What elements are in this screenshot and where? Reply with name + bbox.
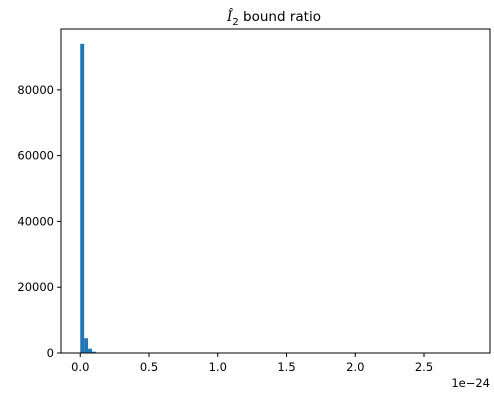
plot-frame (60, 28, 491, 354)
x-tick-label: 1.0 (209, 360, 227, 374)
y-tick-label: 0 (47, 346, 54, 360)
x-tick-label: 0.0 (71, 360, 89, 374)
chart-title: Î2 bound ratio (226, 9, 321, 28)
x-tick-label: 2.0 (346, 360, 364, 374)
title-symbol: Î (226, 9, 234, 25)
histogram-bar (88, 348, 92, 353)
histogram-bar (84, 338, 89, 353)
title-text: bound ratio (239, 9, 321, 25)
x-axis: 0.0 0.5 1.0 1.5 2.0 2.5 (71, 353, 433, 374)
title-subscript: 2 (232, 17, 238, 28)
y-tick-label: 20000 (17, 280, 54, 294)
x-tick-label: 2.5 (415, 360, 433, 374)
y-axis: 0 20000 40000 60000 80000 (17, 83, 61, 360)
y-tick-label: 80000 (17, 83, 54, 97)
histogram-bars (80, 43, 104, 353)
y-tick-label: 40000 (17, 214, 54, 228)
x-axis-offset-label: 1e−24 (451, 376, 490, 390)
x-tick-label: 0.5 (140, 360, 158, 374)
x-tick-label: 1.5 (277, 360, 295, 374)
histogram-bar (91, 351, 96, 353)
histogram-bar (80, 43, 85, 353)
y-tick-label: 60000 (17, 149, 54, 163)
